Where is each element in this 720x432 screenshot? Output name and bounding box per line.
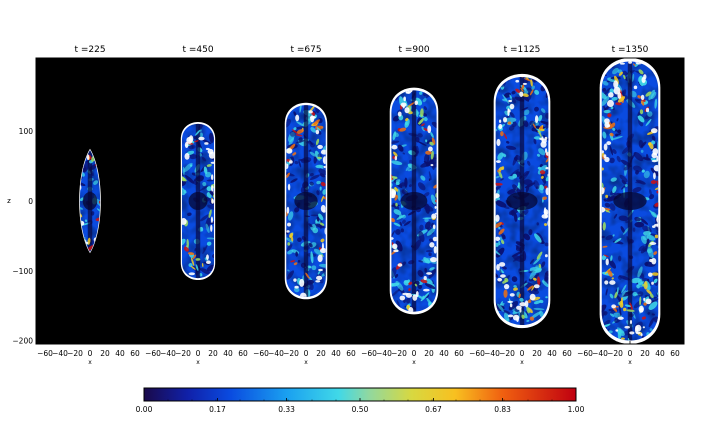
x-tick-label: 40	[331, 349, 341, 358]
bubble-texture	[601, 61, 659, 341]
bubble-panel-4	[389, 87, 439, 315]
x-tick-label: −60	[145, 349, 161, 358]
x-tick-label: 20	[424, 349, 434, 358]
panel-title-3: t =675	[290, 45, 321, 55]
x-tick-label: −40	[160, 349, 176, 358]
x-tick-label: −20	[499, 349, 515, 358]
x-axis-label: x	[304, 359, 308, 366]
x-tick-label: −60	[37, 349, 53, 358]
x-axes: −60 −40 −20 0 20 40 60x−60 −40 −20 0 20 40 60x−60 −40…	[37, 341, 680, 366]
x-tick-label: 60	[454, 349, 464, 358]
x-axis-label: x	[88, 359, 92, 366]
colorbar-tick-label: 1.00	[568, 405, 585, 414]
x-tick-label: 40	[223, 349, 233, 358]
x-tick-label: −40	[268, 349, 284, 358]
x-tick-label: 40	[655, 349, 665, 358]
x-axis-panel-4: −60 −40 −20 0 20 40 60 x	[361, 341, 464, 366]
x-tick-label: −20	[283, 349, 299, 358]
colorbar-ticks: 0.00 0.17 0.33 0.50 0.67 0.83 1.00	[136, 398, 585, 414]
panel-titles: t =225 t =450 t =675 t =900 t =1125 t =1350	[74, 45, 648, 55]
y-tick-label: −200	[12, 337, 33, 346]
bubble-panel-3	[284, 102, 328, 300]
colorbar-tick-label: 0.33	[278, 405, 295, 414]
x-tick-label: 0	[628, 349, 633, 358]
bubble-texture	[495, 76, 549, 326]
colorbar-tick-label: 0.50	[352, 405, 369, 414]
x-tick-label: 60	[238, 349, 248, 358]
bubble-layer	[79, 57, 661, 345]
x-tick-label: −60	[469, 349, 485, 358]
x-axis-panel-1: −60 −40 −20 0 20 40 60 x	[37, 341, 140, 366]
x-tick-label: −40	[376, 349, 392, 358]
x-tick-label: 40	[547, 349, 557, 358]
x-tick-label: −40	[592, 349, 608, 358]
panel-title-5: t =1125	[504, 45, 541, 55]
panel-title-2: t =450	[182, 45, 213, 55]
x-axis-panel-6: −60 −40 −20 0 20 40 60 x	[577, 341, 680, 366]
panel-title-4: t =900	[398, 45, 429, 55]
y-tick-label: 0	[28, 197, 33, 206]
colorbar: 0.00 0.17 0.33 0.50 0.67 0.83 1.00	[136, 387, 585, 414]
x-tick-label: 20	[316, 349, 326, 358]
y-tick-label: 100	[19, 127, 34, 136]
x-tick-label: −20	[391, 349, 407, 358]
colorbar-tick-label: 0.17	[209, 405, 226, 414]
x-tick-label: 0	[88, 349, 93, 358]
bubble-texture	[182, 123, 214, 279]
colorbar-tick-label: 0.67	[425, 405, 442, 414]
colorbar-tick-label: 0.83	[494, 405, 511, 414]
x-axis-label: x	[412, 359, 416, 366]
x-tick-label: −60	[577, 349, 593, 358]
x-tick-label: 40	[115, 349, 125, 358]
x-tick-label: −20	[607, 349, 623, 358]
x-axis-panel-2: −60 −40 −20 0 20 40 60 x	[145, 341, 248, 366]
y-tick-label: −100	[12, 267, 33, 276]
x-tick-label: 20	[208, 349, 218, 358]
panel-title-1: t =225	[74, 45, 105, 55]
x-tick-label: −60	[253, 349, 269, 358]
x-axis-panel-3: −60 −40 −20 0 20 40 60 x	[253, 341, 356, 366]
x-tick-label: 0	[520, 349, 525, 358]
x-tick-label: −20	[175, 349, 191, 358]
y-axis-label: z	[7, 197, 11, 205]
bubble-panel-6	[599, 57, 661, 345]
bubble-panel-5	[493, 73, 551, 329]
x-tick-label: 40	[439, 349, 449, 358]
x-tick-label: 60	[670, 349, 680, 358]
x-axis-label: x	[196, 359, 200, 366]
x-tick-label: 60	[130, 349, 140, 358]
bubble-texture	[391, 90, 437, 312]
x-tick-label: −40	[484, 349, 500, 358]
x-tick-label: 0	[304, 349, 309, 358]
x-axis-panel-5: −60 −40 −20 0 20 40 60 x	[469, 341, 572, 366]
panel-title-6: t =1350	[612, 45, 649, 55]
x-tick-label: 0	[412, 349, 417, 358]
colorbar-tick-label: 0.00	[136, 405, 153, 414]
x-tick-label: 0	[196, 349, 201, 358]
bubble-texture	[286, 105, 326, 297]
x-tick-label: −40	[52, 349, 68, 358]
plot-background	[36, 58, 684, 344]
x-tick-label: −20	[67, 349, 83, 358]
x-tick-label: 60	[346, 349, 356, 358]
x-tick-label: 20	[640, 349, 650, 358]
bubble-panel-2	[180, 122, 216, 280]
x-tick-label: 60	[562, 349, 572, 358]
x-tick-label: 20	[100, 349, 110, 358]
y-axis: 100 0 −100 −200	[12, 127, 40, 346]
x-axis-label: x	[520, 359, 524, 366]
x-axis-label: x	[628, 359, 632, 366]
x-tick-label: 20	[532, 349, 542, 358]
x-tick-label: −60	[361, 349, 377, 358]
